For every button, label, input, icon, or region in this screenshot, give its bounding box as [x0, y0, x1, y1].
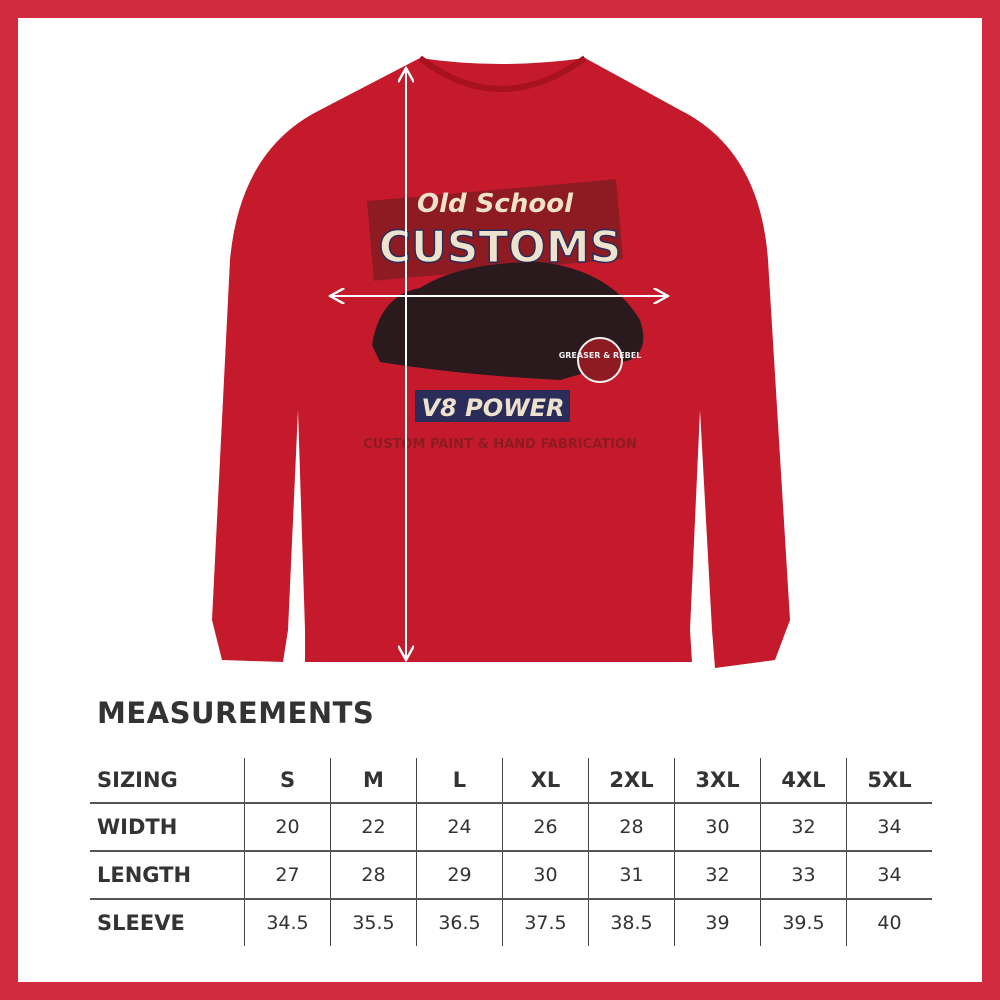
size-header: 2XL [588, 758, 675, 804]
cell: 29 [416, 851, 503, 900]
cell: 32 [674, 851, 761, 900]
sweatshirt-image: Old School CUSTOMS GREASER & REBEL V8 PO… [212, 55, 790, 668]
badge-text: GREASER & REBEL [559, 351, 642, 360]
cell: 27 [244, 851, 331, 900]
table-row: SLEEVE 34.5 35.5 36.5 37.5 38.5 39 39.5 … [90, 899, 932, 946]
size-chart-table: SIZING S M L XL 2XL 3XL 4XL 5XL WIDTH 20… [90, 758, 932, 946]
cell: 28 [330, 851, 417, 900]
art-arc-text: CUSTOM PAINT & HAND FABRICATION [363, 437, 637, 452]
cell: 20 [244, 803, 331, 852]
cell: 31 [588, 851, 675, 900]
cell: 36.5 [416, 899, 503, 946]
cell: 37.5 [502, 899, 589, 946]
row-label: LENGTH [90, 851, 245, 900]
collar [418, 55, 587, 92]
cell: 24 [416, 803, 503, 852]
art-banner-text: V8 POWER [422, 394, 565, 422]
cell: 35.5 [330, 899, 417, 946]
cell: 34.5 [244, 899, 331, 946]
header-label: SIZING [90, 758, 245, 804]
row-label: WIDTH [90, 803, 245, 852]
size-header: 3XL [674, 758, 761, 804]
sign-panel [366, 179, 624, 281]
size-header: L [416, 758, 503, 804]
art-script-title: Old School [417, 189, 574, 219]
row-label: SLEEVE [97, 911, 185, 935]
cell: 39.5 [760, 899, 847, 946]
size-header: S [244, 758, 331, 804]
cell: 40 [846, 899, 932, 946]
cell: 33 [760, 851, 847, 900]
size-header: M [330, 758, 417, 804]
table-header-row: SIZING S M L XL 2XL 3XL 4XL 5XL [90, 758, 932, 804]
cell: 30 [502, 851, 589, 900]
cell: 34 [846, 803, 932, 852]
cell: 28 [588, 803, 675, 852]
size-header: XL [502, 758, 589, 804]
size-header: 4XL [760, 758, 847, 804]
size-header: 5XL [846, 758, 932, 804]
cell: 26 [502, 803, 589, 852]
cell: 22 [330, 803, 417, 852]
badge [577, 337, 623, 383]
cell: 30 [674, 803, 761, 852]
table-row: WIDTH 20 22 24 26 28 30 32 34 [90, 803, 932, 852]
cell: 34 [846, 851, 932, 900]
cell: 39 [674, 899, 761, 946]
banner [415, 390, 570, 422]
table-row: LENGTH 27 28 29 30 31 32 33 34 [90, 851, 932, 900]
cell: 32 [760, 803, 847, 852]
cell: 38.5 [588, 899, 675, 946]
measurements-title: MEASUREMENTS [97, 696, 375, 730]
